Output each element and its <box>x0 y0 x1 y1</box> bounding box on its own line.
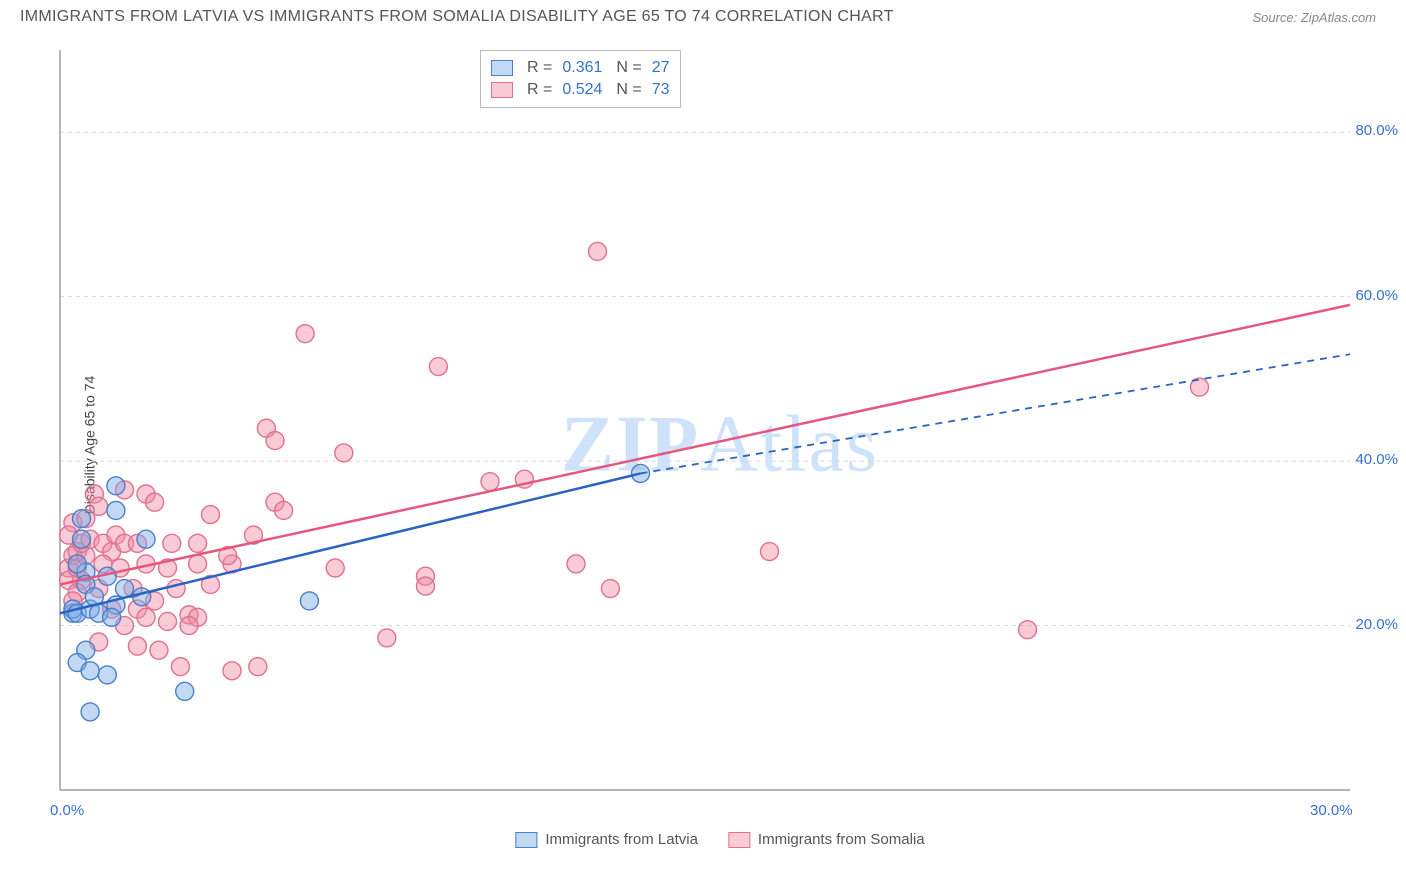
series2-label: Immigrants from Somalia <box>758 831 925 848</box>
y-tick-label: 40.0% <box>1355 451 1398 468</box>
series2-swatch-b <box>728 832 750 848</box>
chart-area: Disability Age 65 to 74 ZIPAtlas R = 0.3… <box>50 40 1390 850</box>
y-tick-label: 80.0% <box>1355 122 1398 139</box>
x-tick-label: 30.0% <box>1310 802 1353 819</box>
legend-top-row-2: R = 0.524 N = 73 <box>491 79 670 101</box>
legend-item-1: Immigrants from Latvia <box>515 831 698 848</box>
n-value-2: 73 <box>652 81 670 99</box>
r-label-1: R = <box>527 59 552 77</box>
n-label-2: N = <box>616 81 641 99</box>
r-value-1: 0.361 <box>562 59 602 77</box>
series1-label: Immigrants from Latvia <box>545 831 698 848</box>
scatter-plot <box>50 40 1370 820</box>
legend-item-2: Immigrants from Somalia <box>728 831 925 848</box>
y-tick-label: 20.0% <box>1355 616 1398 633</box>
series1-swatch <box>491 60 513 76</box>
series1-swatch-b <box>515 832 537 848</box>
x-tick-label: 0.0% <box>50 802 84 819</box>
legend-top-row-1: R = 0.361 N = 27 <box>491 57 670 79</box>
n-value-1: 27 <box>652 59 670 77</box>
n-label-1: N = <box>616 59 641 77</box>
legend-top: R = 0.361 N = 27 R = 0.524 N = 73 <box>480 50 681 108</box>
chart-title: IMMIGRANTS FROM LATVIA VS IMMIGRANTS FRO… <box>20 8 894 26</box>
source-text: Source: ZipAtlas.com <box>1252 10 1376 25</box>
series2-swatch <box>491 82 513 98</box>
y-tick-label: 60.0% <box>1355 287 1398 304</box>
r-label-2: R = <box>527 81 552 99</box>
legend-bottom: Immigrants from Latvia Immigrants from S… <box>515 831 924 848</box>
r-value-2: 0.524 <box>562 81 602 99</box>
